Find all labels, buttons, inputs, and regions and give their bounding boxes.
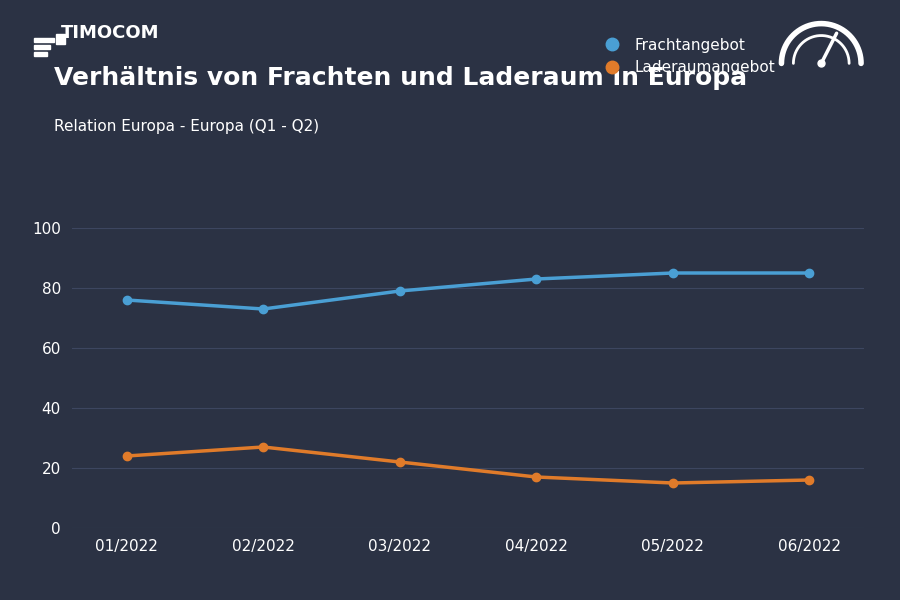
Text: Relation Europa - Europa (Q1 - Q2): Relation Europa - Europa (Q1 - Q2): [54, 118, 320, 133]
Text: Verhältnis von Frachten und Laderaum in Europa: Verhältnis von Frachten und Laderaum in …: [54, 66, 747, 90]
Legend: Frachtangebot, Laderaumangebot: Frachtangebot, Laderaumangebot: [597, 38, 776, 75]
Text: TIMOCOM: TIMOCOM: [61, 24, 159, 42]
